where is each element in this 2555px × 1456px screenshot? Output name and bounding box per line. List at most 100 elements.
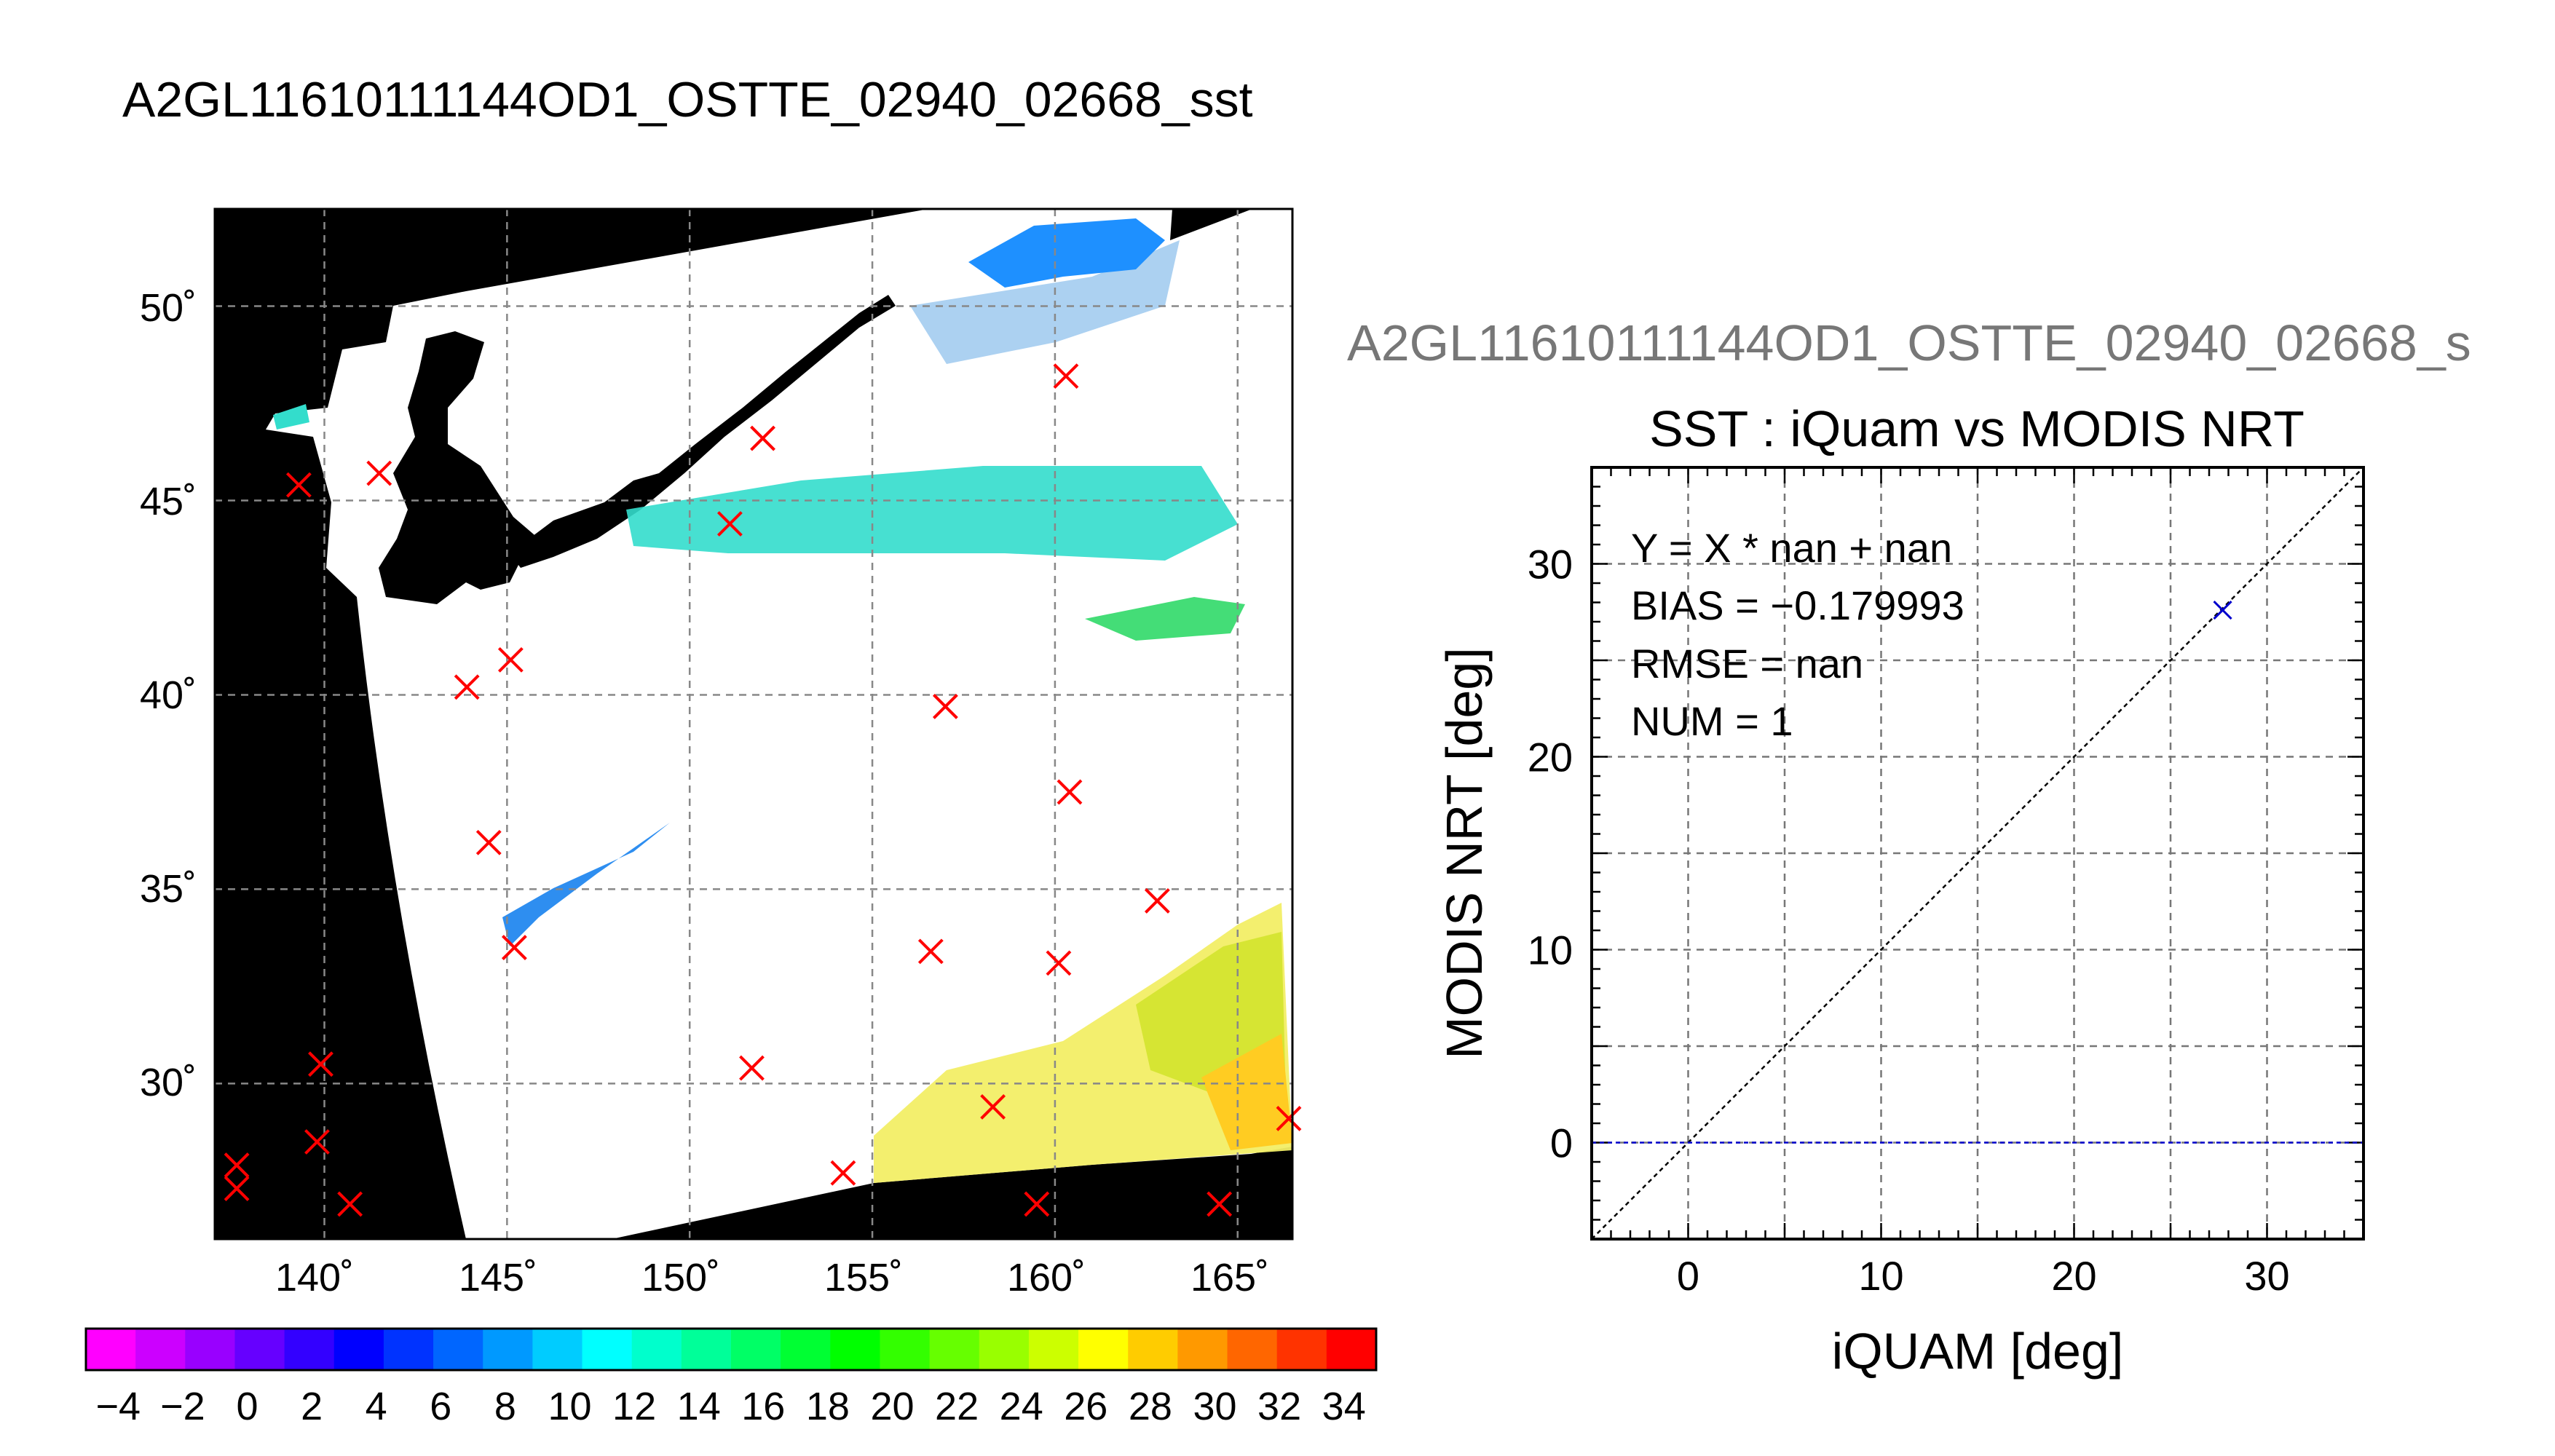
- map-x-tick-label: 145˚: [459, 1256, 537, 1299]
- colorbar-swatch: [483, 1329, 533, 1370]
- scatter-x-tick-label: 10: [1858, 1253, 1903, 1299]
- stats-bias: BIAS = −0.179993: [1631, 582, 1964, 628]
- buoy-marker: [475, 829, 502, 855]
- colorbar-swatch: [185, 1329, 236, 1370]
- scatter-title: SST : iQuam vs MODIS NRT: [1649, 400, 2305, 457]
- marker-stroke: [750, 425, 775, 451]
- colorbar-tick-label: 4: [366, 1385, 387, 1428]
- scatter-header: A2GL11610111144OD1_OSTTE_02940_02668_s: [1347, 314, 2471, 371]
- reference-line-one-to-one: [1592, 467, 2364, 1239]
- marker-stroke: [739, 1055, 765, 1081]
- scatter-x-tick-labels: 0 10 20 30: [1677, 1253, 2290, 1299]
- scatter-y-tick-label: 30: [1528, 542, 1573, 587]
- colorbar-swatch: [1276, 1329, 1327, 1370]
- marker-stroke: [1024, 1191, 1050, 1217]
- sst-patch-central: [626, 466, 1238, 561]
- marker-stroke: [1046, 950, 1072, 976]
- buoy-marker: [1053, 363, 1079, 389]
- colorbar-tick-label: 22: [935, 1385, 979, 1428]
- colorbar-swatch: [631, 1329, 682, 1370]
- buoy-marker: [497, 646, 524, 673]
- colorbar-tick-label: −4: [96, 1385, 141, 1428]
- colorbar-tick-label: 8: [494, 1385, 516, 1428]
- map-x-tick-label: 140˚: [275, 1256, 354, 1299]
- colorbar-tick-label: 10: [548, 1385, 591, 1428]
- marker-stroke: [1053, 363, 1079, 389]
- colorbar-tick-label: 34: [1322, 1385, 1366, 1428]
- scatter-stats: Y = X * nan + nan BIAS = −0.179993 RMSE …: [1631, 525, 1964, 744]
- colorbar-swatch: [929, 1329, 980, 1370]
- sst-patch-green: [1085, 597, 1245, 641]
- scatter-frame: [1590, 466, 2365, 1241]
- colorbar-swatch: [284, 1329, 335, 1370]
- map-panel: [213, 207, 1302, 1241]
- stats-fit-equation: Y = X * nan + nan: [1631, 525, 1952, 571]
- colorbar-tick-label: 24: [1000, 1385, 1043, 1428]
- scatter-reference-lines: [1592, 467, 2364, 1239]
- sst-patch-west: [502, 823, 670, 946]
- marker-stroke: [716, 511, 743, 537]
- map-x-tick-labels: 140˚ 145˚ 150˚ 155˚ 160˚ 165˚: [275, 1256, 1269, 1299]
- map-title: A2GL11610111144OD1_OSTTE_02940_02668_sst: [122, 72, 1253, 127]
- colorbar-swatch: [1128, 1329, 1178, 1370]
- buoy-marker: [1276, 1106, 1302, 1131]
- colorbar-swatch: [333, 1329, 384, 1370]
- marker-stroke: [501, 935, 527, 960]
- colorbar-swatch: [830, 1329, 881, 1370]
- marker-stroke: [1144, 888, 1170, 914]
- buoy-marker: [1046, 950, 1072, 976]
- buoy-marker: [716, 511, 743, 537]
- scatter-x-tick-label: 20: [2051, 1253, 2096, 1299]
- buoy-marker: [932, 694, 958, 719]
- colorbar-tick-labels: −4 −2 0 2 4 6 8 10 12 14 16 18 20 22 24 26 28 30 32 34: [96, 1385, 1366, 1428]
- buoy-marker: [308, 1051, 333, 1077]
- colorbar-swatch: [1227, 1329, 1278, 1370]
- marker-stroke: [1276, 1106, 1302, 1131]
- buoy-marker: [454, 674, 480, 700]
- map-frame: [213, 207, 1294, 1241]
- colorbar-tick-label: 28: [1129, 1385, 1172, 1428]
- map-gridlines: [215, 209, 1292, 1239]
- marker-stroke: [1207, 1191, 1233, 1217]
- marker-stroke: [830, 1160, 856, 1186]
- buoy-marker: [501, 935, 527, 960]
- colorbar-swatch: [979, 1329, 1030, 1370]
- marker-stroke: [308, 1051, 333, 1077]
- colorbar-swatch: [1028, 1329, 1079, 1370]
- map-y-tick-label: 50˚: [140, 286, 197, 330]
- buoy-marker: [304, 1129, 330, 1155]
- buoy-marker: [1144, 888, 1170, 914]
- colorbar-swatch: [135, 1329, 186, 1370]
- sst-patch-hot: [1201, 1034, 1292, 1150]
- colorbar-swatch: [433, 1329, 483, 1370]
- scatter-y-tick-label: 0: [1550, 1120, 1573, 1166]
- buoy-marker: [224, 1176, 250, 1201]
- colorbar-tick-label: 30: [1193, 1385, 1236, 1428]
- map-y-tick-label: 30˚: [140, 1061, 197, 1104]
- map-y-tick-label: 35˚: [140, 867, 197, 911]
- colorbar-tick-label: 14: [677, 1385, 721, 1428]
- colorbar: [84, 1327, 1378, 1372]
- colorbar-swatch: [582, 1329, 633, 1370]
- buoy-marker: [750, 425, 775, 451]
- colorbar-swatch: [1326, 1329, 1377, 1370]
- marker-stroke: [224, 1152, 250, 1178]
- marker-stroke: [304, 1129, 330, 1155]
- buoy-marker: [366, 460, 392, 486]
- sst-patch-northeast: [968, 218, 1165, 288]
- scatter-y-tick-label: 10: [1528, 927, 1573, 973]
- stats-count: NUM = 1: [1631, 698, 1793, 744]
- colorbar-tick-label: 6: [430, 1385, 451, 1428]
- colorbar-tick-label: 32: [1257, 1385, 1301, 1428]
- buoy-marker: [337, 1191, 363, 1217]
- map-x-tick-label: 160˚: [1007, 1256, 1086, 1299]
- sst-patch-warm-core: [1136, 932, 1285, 1092]
- colorbar-swatch: [880, 1329, 931, 1370]
- map-y-tick-label: 40˚: [140, 673, 197, 717]
- marker-stroke: [932, 694, 958, 719]
- scatter-y-tick-labels: 0 10 20 30: [1528, 542, 1573, 1166]
- colorbar-tick-label: 2: [301, 1385, 323, 1428]
- colorbar-tick-label: 26: [1064, 1385, 1107, 1428]
- marker-stroke: [285, 472, 312, 498]
- buoy-marker: [1024, 1191, 1050, 1217]
